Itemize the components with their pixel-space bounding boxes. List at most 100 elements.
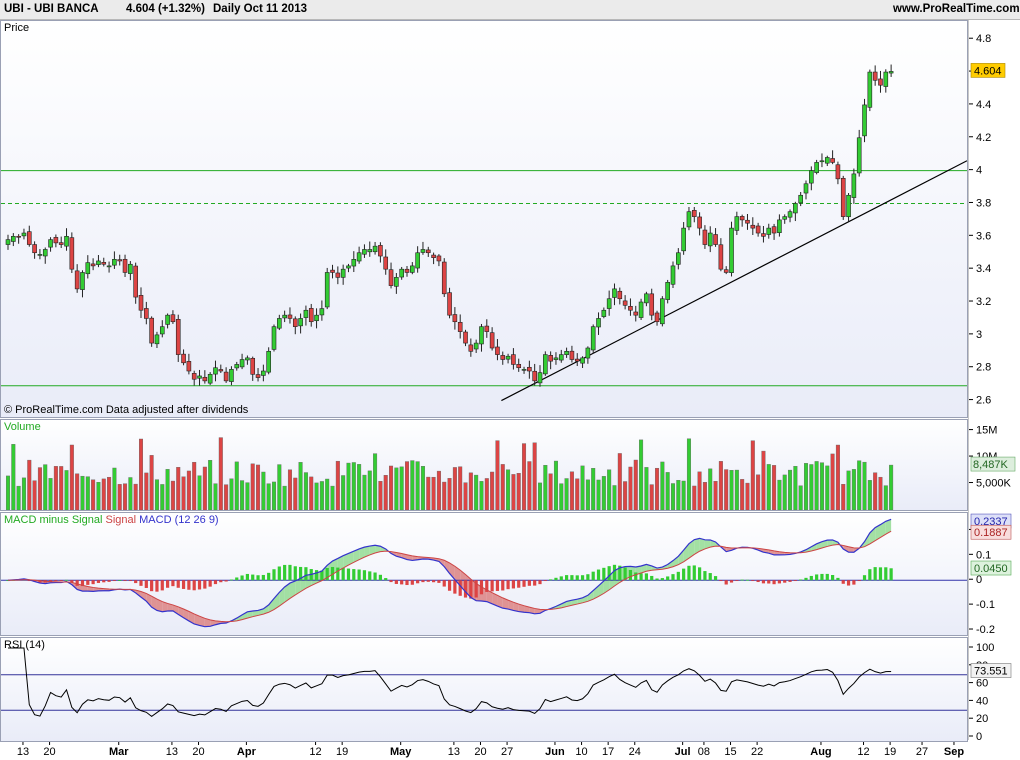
price-pane[interactable]: Price © ProRealTime.com Data adjusted af… [0,20,968,418]
volume-bar-7 [43,464,48,510]
macd-fill-44 [242,611,248,620]
macd-hist-bar-61 [330,566,335,581]
last-change: 4.604 (+1.32%) [126,3,205,15]
macd-fill-46 [252,610,259,617]
source-link[interactable]: www.ProRealTime.com [893,3,1020,15]
macd-fill-151 [811,543,817,552]
candle-body-123 [660,298,665,325]
macd-hist-bar-55 [299,566,303,581]
candle-body-72 [388,269,394,286]
macd-hist-bar-8 [48,580,53,582]
macd-hist-bar-28 [155,580,159,592]
volume-bar-106 [569,471,574,510]
price-tick-label-4: 3.4 [976,263,991,275]
candle-body-20 [112,259,117,266]
volume-current-tag [970,456,1016,472]
macd-hist-bar-58 [314,570,319,581]
macd-pane[interactable]: MACD minus Signal Signal MACD (12 26 9) [0,512,968,636]
volume-bar-6 [37,467,42,510]
candle-body-85 [457,322,463,332]
macd-fill-36 [199,616,205,627]
macd-hist-bar-74 [400,580,404,585]
price-tick-label-8: 4.2 [976,132,991,144]
candle-body-166 [888,71,894,74]
macd-hist-bar-34 [187,580,191,590]
macd-hist-bar-165 [884,567,888,581]
candle-body-156 [835,164,841,180]
volume-pane[interactable]: Volume [0,419,968,511]
date-tick-label-24: Sep [944,746,964,758]
date-tick-label-3: 13 [166,746,178,758]
macd-hist-bar-138 [740,579,744,581]
price-tick-label-7: 4 [976,165,982,177]
macd-fill-109 [587,590,594,602]
volume-bar-18 [101,478,106,510]
candle-body-142 [761,233,766,237]
candle-body-17 [96,260,101,265]
candle-body-116 [622,300,628,306]
candle-body-153 [819,160,825,163]
date-tick-label-14: 17 [602,746,614,758]
candle-body-87 [468,344,474,352]
volume-bar-130 [697,471,702,510]
candle-body-114 [612,288,617,298]
macd-hist-bar-102 [549,579,553,581]
macd-tag-signal [970,524,1012,540]
volume-bar-65 [351,462,356,510]
macd-hist-bar-45 [245,573,249,581]
macd-tag-hist [970,560,1012,576]
candle-body-132 [707,232,713,247]
candle-body-137 [734,216,740,231]
macd-hist-bar-46 [251,574,255,581]
macd-fill-127 [683,543,689,562]
macd-hist-bar-36 [197,580,202,590]
volume-bar-1 [11,444,16,510]
candle-body-144 [771,226,777,234]
macd-tick-label-2: 0 [976,574,982,586]
macd-hist-bar-65 [352,569,356,581]
volume-bar-126 [676,480,681,510]
rsi-pane[interactable]: RSI (14) [0,637,968,742]
macd-hist-bar-131 [703,571,707,581]
date-tick-label-15: 24 [629,746,641,758]
date-tick-label-21: 12 [857,746,869,758]
volume-bar-157 [841,484,846,510]
volume-bar-140 [750,440,755,510]
date-tick-label-23: 27 [916,746,928,758]
candle-body-57 [308,308,314,323]
candle-body-143 [766,227,772,235]
candle-body-141 [755,225,761,234]
candle-body-108 [580,357,585,364]
candle-body-95 [511,354,516,365]
candle-body-61 [330,269,335,273]
candle-body-151 [809,170,814,184]
date-tick-label-5: Apr [237,746,257,758]
candle-body-34 [186,361,192,372]
volume-bar-96 [516,473,521,510]
macd-hist-bar-152 [815,574,819,581]
candle-body-112 [601,309,607,317]
volume-bar-117 [628,466,633,510]
volume-bar-114 [612,485,617,510]
macd-hist-bar-24 [134,580,138,584]
candle-body-2 [16,235,21,238]
price-current-tag [970,63,1006,78]
volume-bar-145 [777,479,782,510]
volume-bar-11 [64,470,69,510]
macd-hist-bar-23 [128,580,132,582]
candle-body-79 [425,249,431,254]
volume-bar-103 [553,460,558,510]
volume-bar-77 [415,461,420,510]
candle-body-41 [223,371,229,382]
volume-bar-82 [442,481,447,510]
macd-hist-bar-26 [144,580,148,588]
candle-body-157 [840,177,846,217]
macd-hist-bar-51 [277,566,281,581]
date-tick-label-0: 13 [17,746,29,758]
macd-hist-bar-160 [857,580,861,582]
candle-body-97 [521,369,527,371]
candle-body-135 [723,269,729,273]
macd-hist-bar-75 [405,580,409,586]
right-axis: 2.62.833.23.43.63.844.24.44.64.84.6045,0… [968,20,1020,740]
candle-body-14 [80,272,85,290]
